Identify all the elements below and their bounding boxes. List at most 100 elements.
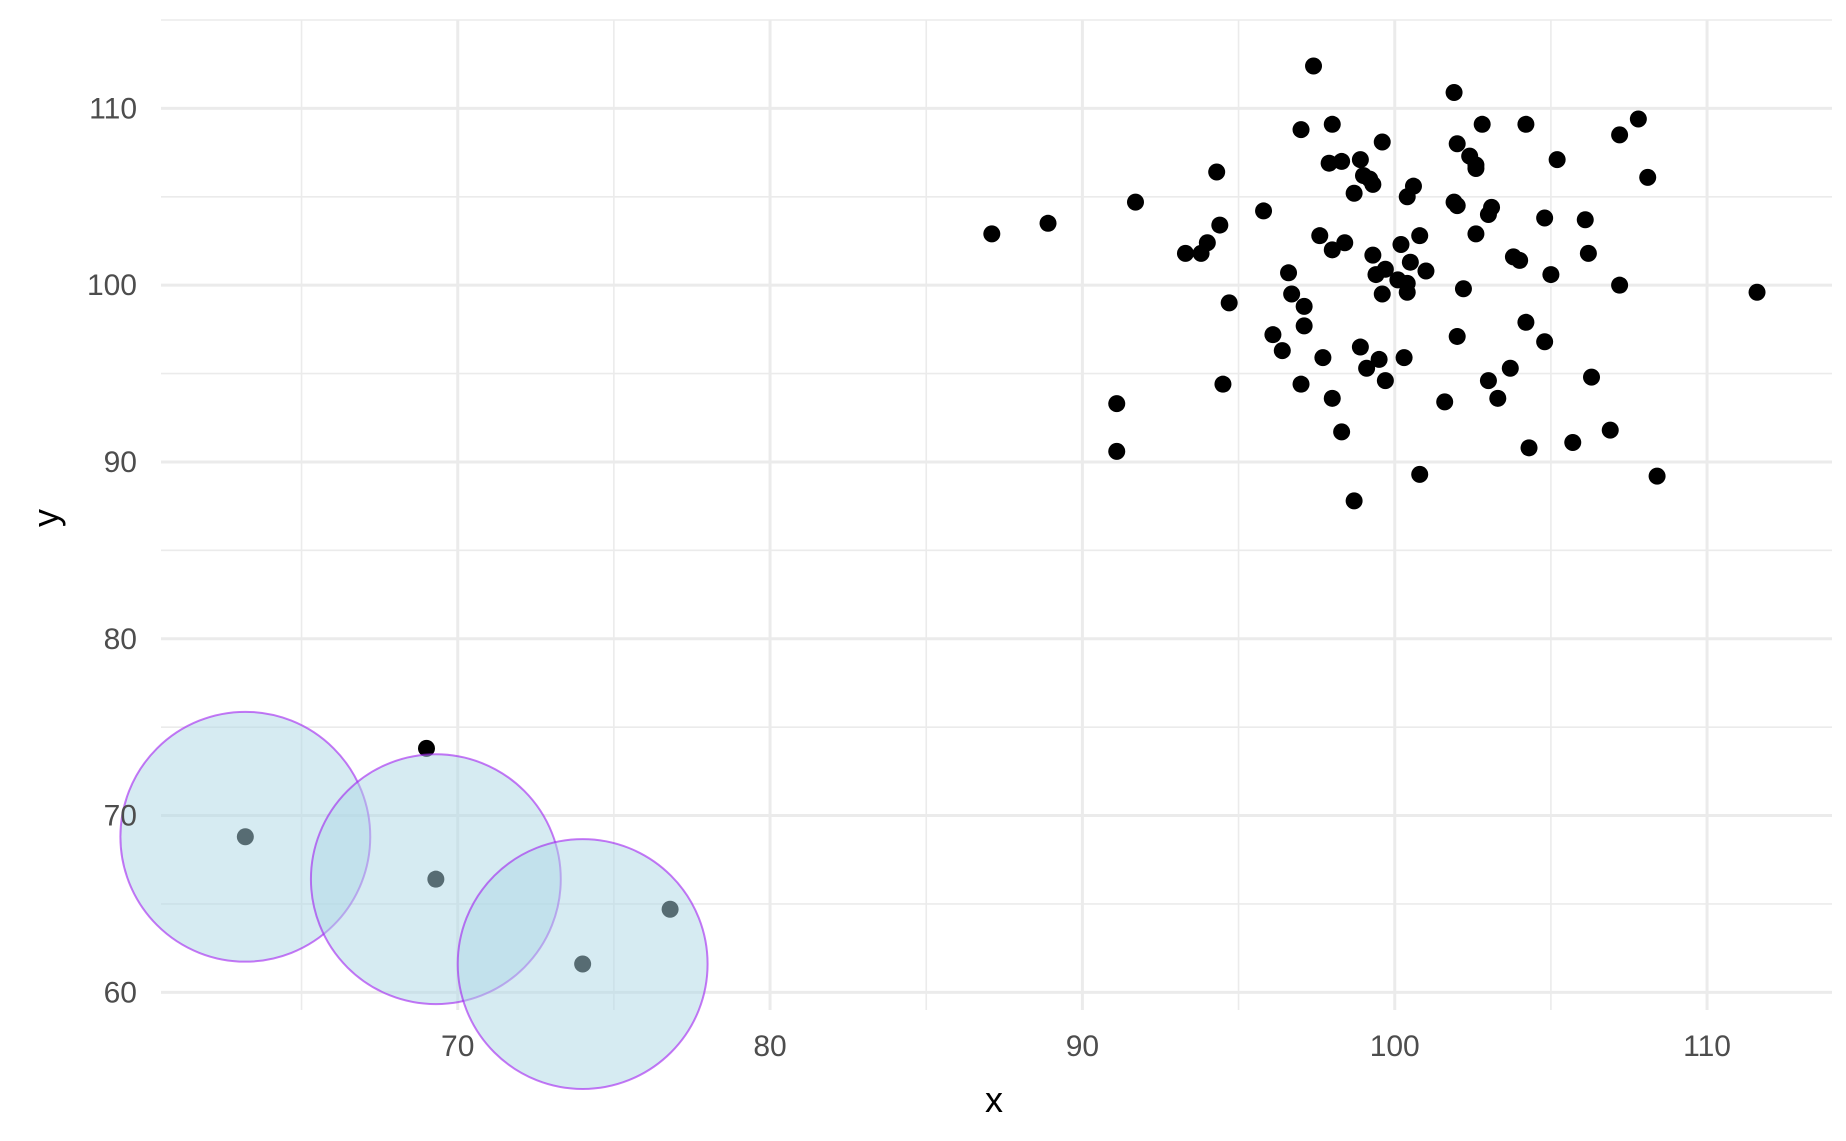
- data-point: [1333, 152, 1351, 170]
- data-point: [1576, 211, 1594, 229]
- data-point: [1548, 151, 1566, 169]
- data-point: [1564, 434, 1582, 452]
- data-point: [1264, 326, 1282, 344]
- data-point: [417, 739, 435, 757]
- data-point: [1448, 327, 1466, 345]
- data-point: [1255, 202, 1273, 220]
- y-axis-ticks: 60 70 80 90 100 110: [87, 92, 137, 1009]
- y-tick-label: 110: [89, 92, 137, 125]
- data-point: [1411, 227, 1429, 245]
- x-tick-label: 80: [753, 1030, 786, 1063]
- data-point: [1292, 375, 1310, 393]
- data-point: [1214, 375, 1232, 393]
- data-point: [1364, 175, 1382, 193]
- data-point: [983, 225, 1001, 243]
- data-point: [1323, 389, 1341, 407]
- data-point: [1748, 283, 1766, 301]
- data-point: [1283, 285, 1301, 303]
- y-tick-label: 60: [104, 976, 137, 1009]
- data-point: [1333, 423, 1351, 441]
- data-point: [1373, 285, 1391, 303]
- data-point: [1358, 359, 1376, 377]
- data-point: [1479, 372, 1497, 390]
- data-point: [1611, 276, 1629, 294]
- y-tick-label: 70: [104, 800, 137, 833]
- data-point: [1398, 283, 1416, 301]
- data-point: [1583, 368, 1601, 386]
- y-tick-label: 80: [104, 623, 137, 656]
- data-point: [1198, 234, 1216, 252]
- data-point: [1295, 297, 1313, 315]
- y-axis-title: y: [25, 509, 66, 527]
- x-tick-label: 90: [1066, 1030, 1099, 1063]
- data-point: [1467, 225, 1485, 243]
- data-point: [1517, 313, 1535, 331]
- data-point: [1314, 349, 1332, 367]
- data-point: [1520, 439, 1538, 457]
- data-point: [1336, 234, 1354, 252]
- data-point: [1039, 214, 1057, 232]
- data-point: [1629, 110, 1647, 128]
- data-point: [1467, 160, 1485, 177]
- data-point: [1108, 442, 1126, 460]
- data-point: [1411, 465, 1429, 483]
- data-point: [1323, 115, 1341, 133]
- data-point: [1454, 280, 1472, 298]
- highlight-circle: [456, 838, 709, 1090]
- data-point: [1311, 227, 1329, 245]
- data-point: [1648, 467, 1666, 485]
- data-point: [1417, 262, 1435, 280]
- data-point: [1280, 264, 1298, 282]
- data-point: [1579, 244, 1597, 262]
- data-point: [1473, 115, 1491, 133]
- x-tick-label: 100: [1370, 1030, 1420, 1063]
- data-point: [1176, 244, 1194, 262]
- data-point: [1611, 126, 1629, 144]
- data-point: [1542, 266, 1560, 284]
- data-point: [1639, 168, 1657, 186]
- data-point: [1108, 395, 1126, 413]
- data-point: [1483, 198, 1501, 216]
- data-point: [1536, 333, 1554, 351]
- data-point: [1445, 83, 1463, 101]
- data-point: [1376, 260, 1394, 278]
- data-point: [1601, 421, 1619, 439]
- data-point: [1126, 193, 1144, 211]
- data-point: [1273, 342, 1291, 360]
- y-tick-label: 90: [104, 446, 137, 479]
- data-point: [1320, 154, 1338, 172]
- x-axis-title: x: [985, 1079, 1003, 1120]
- data-point: [1404, 177, 1422, 195]
- grid-major: [161, 20, 1832, 1010]
- data-point: [1448, 197, 1466, 215]
- data-point: [1395, 349, 1413, 367]
- data-point: [1292, 121, 1310, 139]
- x-tick-label: 70: [441, 1030, 474, 1063]
- data-point: [1345, 184, 1363, 202]
- data-point: [1489, 389, 1507, 407]
- data-point: [1370, 350, 1388, 368]
- data-point: [1392, 236, 1410, 254]
- data-point: [1345, 492, 1363, 510]
- y-tick-label: 100: [87, 269, 137, 302]
- data-point: [1517, 115, 1535, 133]
- data-point: [1536, 209, 1554, 227]
- data-point: [1305, 57, 1323, 75]
- data-point: [1511, 251, 1529, 269]
- x-tick-label: 110: [1683, 1030, 1731, 1063]
- highlight-layer: [119, 710, 709, 1090]
- data-point: [1211, 216, 1229, 234]
- data-point: [1220, 294, 1238, 312]
- data-point: [1208, 163, 1226, 181]
- data-point: [1295, 317, 1313, 335]
- data-point: [1373, 133, 1391, 151]
- data-point: [1376, 372, 1394, 390]
- data-point: [1401, 253, 1419, 271]
- data-point: [1364, 246, 1382, 264]
- data-point: [1501, 359, 1519, 377]
- x-axis-ticks: 70 80 90 100 110: [441, 1030, 1731, 1063]
- data-point: [1351, 338, 1369, 356]
- data-point: [1436, 393, 1454, 411]
- data-point: [1351, 151, 1369, 169]
